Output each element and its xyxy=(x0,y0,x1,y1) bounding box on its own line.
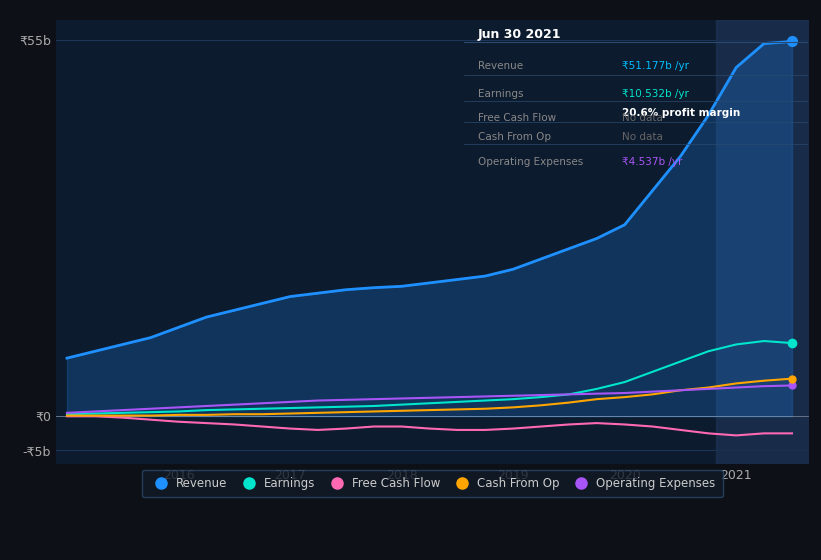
Text: ₹10.532b /yr: ₹10.532b /yr xyxy=(621,88,689,99)
Text: 20.6% profit margin: 20.6% profit margin xyxy=(621,108,740,118)
Text: Free Cash Flow: Free Cash Flow xyxy=(478,113,556,123)
Text: ₹51.177b /yr: ₹51.177b /yr xyxy=(621,62,689,72)
Text: Cash From Op: Cash From Op xyxy=(478,132,551,142)
Text: Revenue: Revenue xyxy=(478,62,523,72)
Legend: Revenue, Earnings, Free Cash Flow, Cash From Op, Operating Expenses: Revenue, Earnings, Free Cash Flow, Cash … xyxy=(142,470,722,497)
Text: Jun 30 2021: Jun 30 2021 xyxy=(478,28,561,41)
Text: No data: No data xyxy=(621,132,663,142)
Text: No data: No data xyxy=(621,113,663,123)
Bar xyxy=(716,20,814,464)
Text: Earnings: Earnings xyxy=(478,88,523,99)
Text: ₹4.537b /yr: ₹4.537b /yr xyxy=(621,157,682,167)
Text: Operating Expenses: Operating Expenses xyxy=(478,157,583,167)
